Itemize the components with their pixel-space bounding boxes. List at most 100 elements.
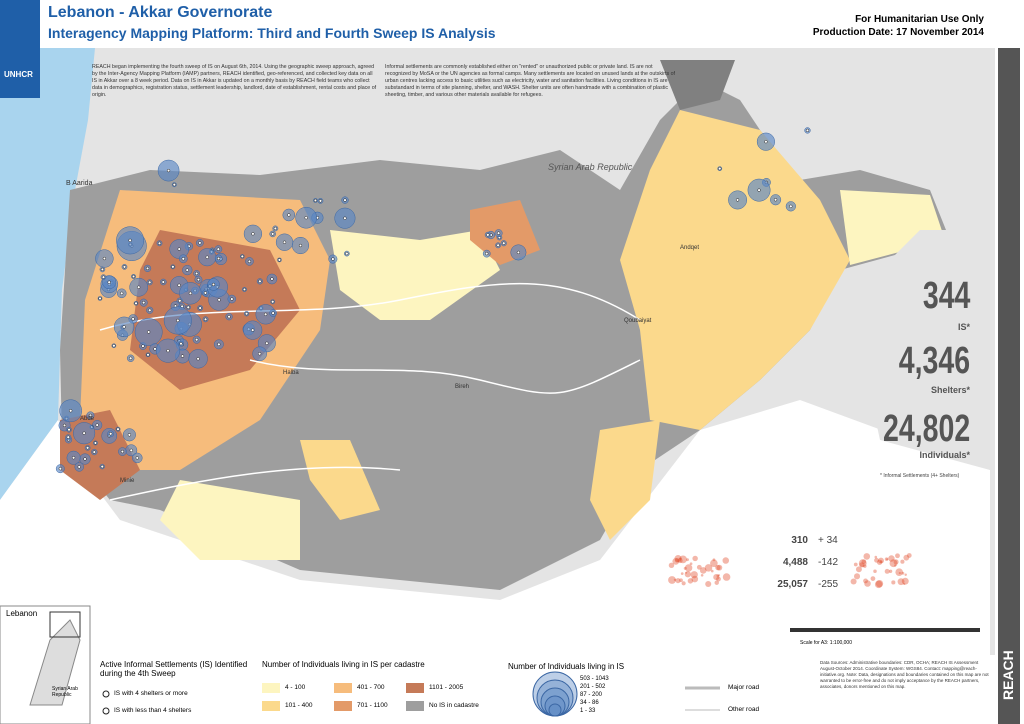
settlement-dot bbox=[109, 432, 113, 436]
legend-item: 401 - 700 bbox=[357, 684, 385, 691]
settlement-dot bbox=[198, 306, 202, 310]
settlement-dot bbox=[98, 296, 102, 301]
settlement-dot bbox=[217, 342, 221, 347]
inset-title: Active IS found in the 4th Sweep bbox=[865, 505, 967, 512]
settlement-dot bbox=[116, 427, 120, 431]
settlement-dot bbox=[148, 280, 152, 284]
inset-dot bbox=[672, 557, 680, 565]
inset-dot bbox=[855, 566, 862, 573]
syria-land bbox=[850, 230, 990, 470]
place-label: Bireh bbox=[455, 384, 470, 390]
settlement-dot bbox=[153, 347, 157, 351]
settlement-dot bbox=[194, 271, 199, 276]
logo: UNHCR bbox=[4, 70, 33, 79]
settlement-dot bbox=[345, 251, 349, 256]
inset-dot bbox=[690, 571, 698, 579]
settlement-dot bbox=[718, 166, 722, 171]
date: Production Date: 17 November 2014 bbox=[812, 27, 984, 38]
settlement-dot bbox=[242, 287, 247, 292]
settlement-dot bbox=[516, 250, 521, 255]
stat-value: 24,802 bbox=[882, 408, 970, 450]
inset-dot bbox=[864, 580, 871, 587]
inset-dot bbox=[710, 559, 718, 568]
inset-dot bbox=[717, 574, 721, 577]
settlement-dot bbox=[203, 317, 208, 321]
inset-dot bbox=[863, 578, 868, 584]
settlement-dot bbox=[101, 275, 106, 279]
inset-dot bbox=[679, 557, 682, 560]
inset-panel bbox=[655, 525, 985, 625]
settlement-dot bbox=[211, 282, 216, 287]
settlement-dot bbox=[273, 226, 278, 231]
stat-label: IS* bbox=[957, 322, 970, 332]
place-label: Andqet bbox=[680, 245, 700, 251]
settlement-dot bbox=[343, 198, 347, 202]
legend-bubble bbox=[548, 703, 562, 717]
legend-item: 701 - 1100 bbox=[357, 702, 388, 709]
inset-dot bbox=[889, 559, 898, 568]
locator-frame bbox=[49, 611, 81, 638]
settlement-dot bbox=[485, 251, 489, 256]
inset-value: 25,057 bbox=[777, 579, 808, 590]
inset-dot bbox=[722, 573, 731, 581]
inset-dot bbox=[699, 567, 707, 574]
legend-swatch bbox=[262, 683, 280, 693]
settlement-dot bbox=[196, 357, 200, 361]
lebanon-shape bbox=[29, 619, 81, 706]
settlement-dot bbox=[95, 423, 99, 427]
inset-dot bbox=[875, 579, 884, 588]
inset-dot bbox=[705, 580, 712, 588]
logo-box bbox=[0, 48, 40, 98]
inset-dot bbox=[895, 568, 903, 576]
use-note: For Humanitarian Use Only bbox=[855, 14, 984, 25]
inset-dot bbox=[893, 559, 899, 565]
stat-label: Shelters* bbox=[930, 385, 970, 395]
settlement-dot bbox=[203, 291, 208, 295]
inset-dot bbox=[888, 569, 893, 574]
settlement-dot bbox=[112, 344, 116, 348]
settlement-dot bbox=[142, 300, 146, 305]
settlement-dot bbox=[107, 280, 111, 284]
inset-dot bbox=[906, 553, 912, 558]
legend-item: 503 - 1043 bbox=[580, 676, 609, 682]
inset-dot bbox=[891, 580, 896, 585]
settlement-dot bbox=[83, 457, 87, 461]
inset-dot bbox=[689, 562, 693, 566]
settlement-dot bbox=[128, 238, 132, 243]
settlement-dot bbox=[343, 216, 347, 220]
place-label: Halba bbox=[283, 370, 299, 376]
settlement-dot bbox=[282, 240, 287, 244]
place-label: Qoubaiyat bbox=[624, 318, 652, 324]
inset-dot bbox=[903, 582, 906, 585]
settlement-dot bbox=[186, 305, 190, 309]
settlement-dot bbox=[789, 204, 793, 208]
settlement-dot bbox=[67, 428, 71, 432]
settlement-dot bbox=[100, 267, 105, 272]
legend-item: 101 - 400 bbox=[285, 702, 313, 709]
settlement-dot bbox=[146, 353, 150, 357]
settlement-dot bbox=[216, 256, 221, 261]
locator-title: Lebanon bbox=[6, 609, 38, 618]
settlement-dot bbox=[773, 198, 778, 202]
settlement-dot bbox=[188, 291, 193, 295]
inset-dot bbox=[903, 554, 910, 561]
side-bar bbox=[998, 48, 1020, 724]
legend-item: 1101 - 2005 bbox=[429, 684, 464, 691]
settlement-dot bbox=[141, 344, 145, 348]
settlement-dot bbox=[82, 431, 86, 435]
inset-dot bbox=[870, 576, 876, 581]
settlement-dot bbox=[88, 413, 93, 418]
inset-dot bbox=[861, 559, 867, 565]
inset-value: 310 bbox=[791, 535, 808, 546]
settlement-dot bbox=[92, 450, 96, 454]
settlement-dot bbox=[58, 467, 62, 471]
settlement-dot bbox=[122, 265, 127, 269]
inset-change: -255 bbox=[818, 579, 839, 590]
settlement-dot bbox=[735, 198, 740, 202]
legend-item: IS with less than 4 shelters bbox=[114, 707, 192, 714]
settlement-dot bbox=[166, 349, 170, 353]
inset-dot bbox=[715, 564, 721, 571]
settlement-dot bbox=[71, 456, 76, 460]
settlement-dot bbox=[257, 352, 262, 356]
